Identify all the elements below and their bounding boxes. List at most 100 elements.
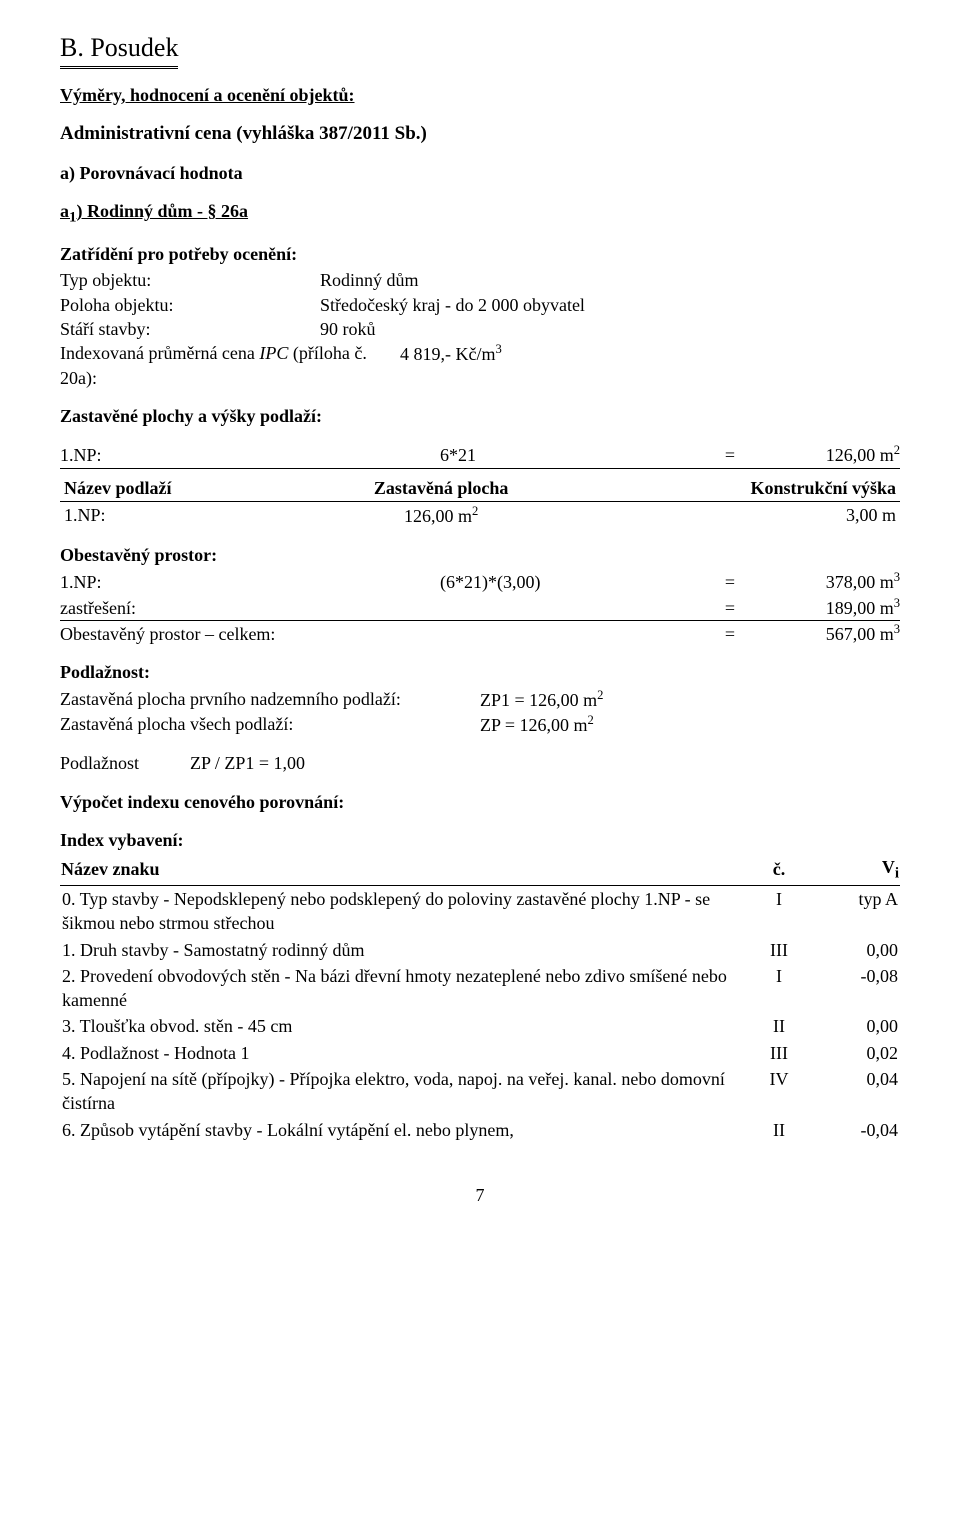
subheading-admin-cena: Administrativní cena (vyhláška 387/2011 …	[60, 121, 900, 147]
typ-value: Rodinný dům	[320, 268, 419, 292]
index-col3: typ A	[816, 885, 900, 936]
index-col2: IV	[742, 1066, 816, 1117]
ipc-value-num: 4 819,- Kč/m	[400, 344, 495, 364]
konstrukce-c2-val: 126,00 m	[404, 506, 472, 526]
index-col2: I	[742, 963, 816, 1014]
index-h3-v: V	[882, 857, 895, 877]
index-col2: II	[742, 1117, 816, 1143]
page-number: 7	[60, 1183, 900, 1207]
podl-ratio-val: ZP / ZP1 = 1,00	[190, 751, 305, 775]
index-col3: 0,02	[816, 1040, 900, 1066]
obest-left: zastřešení:	[60, 596, 440, 620]
typ-label: Typ objektu:	[60, 268, 320, 292]
konstrukce-header-row: Název podlaží Zastavěná plocha Konstrukč…	[60, 475, 900, 502]
index-col3: -0,04	[816, 1117, 900, 1143]
index-col3: 0,04	[816, 1066, 900, 1117]
obest-mid: (6*21)*(3,00)	[440, 570, 700, 594]
index-name: 0. Typ stavby - Nepodsklepený nebo podsk…	[60, 885, 742, 936]
a1-rest: ) Rodinný dům - § 26a	[77, 201, 249, 221]
subheading-rodinny-dum: a1) Rodinný dům - § 26a	[60, 199, 900, 228]
podl-label: Zastavěná plocha všech podlaží:	[60, 712, 480, 737]
zast-mid: 6*21	[440, 443, 700, 467]
index-row: 0. Typ stavby - Nepodsklepený nebo podsk…	[60, 885, 900, 936]
index-row: 3. Tloušťka obvod. stěn - 45 cmII0,00	[60, 1013, 900, 1039]
index-row: 1. Druh stavby - Samostatný rodinný důmI…	[60, 937, 900, 963]
obest-right: 567,00 m3	[760, 621, 900, 646]
konstrukce-c2: 126,00 m2	[296, 501, 587, 529]
zatrideni-block: Typ objektu: Rodinný dům Poloha objektu:…	[60, 268, 900, 389]
obest-rows: 1.NP:(6*21)*(3,00)=378,00 m3zastřešení: =…	[60, 569, 900, 646]
row-typ: Typ objektu: Rodinný dům	[60, 268, 900, 292]
index-h3: Vi	[816, 854, 900, 885]
index-col3: 0,00	[816, 937, 900, 963]
index-h3-sub: i	[895, 866, 899, 882]
konstrukce-h1: Název podlaží	[60, 475, 296, 502]
podl-label: Zastavěná plocha prvního nadzemního podl…	[60, 687, 480, 712]
konstrukce-table: Název podlaží Zastavěná plocha Konstrukč…	[60, 475, 900, 530]
index-name: 3. Tloušťka obvod. stěn - 45 cm	[60, 1013, 742, 1039]
index-col2: I	[742, 885, 816, 936]
zast-right-sup: 2	[894, 443, 900, 457]
a1-sub: 1	[69, 210, 77, 226]
zast-eq: =	[700, 443, 760, 467]
obest-left: Obestavěný prostor – celkem:	[60, 622, 440, 646]
index-h1: Název znaku	[60, 854, 742, 885]
podl-val: ZP1 = 126,00 m2	[480, 687, 603, 712]
subheading-porovnavaci: a) Porovnávací hodnota	[60, 161, 900, 185]
row-stari: Stáří stavby: 90 roků	[60, 317, 900, 341]
obest-title: Obestavěný prostor:	[60, 543, 900, 567]
podl-ratio-label: Podlažnost	[60, 751, 190, 775]
poloha-label: Poloha objektu:	[60, 293, 320, 317]
index-name: 6. Způsob vytápění stavby - Lokální vytá…	[60, 1117, 742, 1143]
index-row: 5. Napojení na sítě (přípojky) - Přípojk…	[60, 1066, 900, 1117]
index-col3: 0,00	[816, 1013, 900, 1039]
podl-row: Zastavěná plocha všech podlaží:ZP = 126,…	[60, 712, 900, 737]
zatrideni-title: Zatřídění pro potřeby ocenění:	[60, 242, 900, 266]
obest-right: 189,00 m3	[760, 595, 900, 620]
konstrukce-c3: 3,00 m	[587, 501, 900, 529]
obest-row: zastřešení: =189,00 m3	[60, 595, 900, 621]
index-vyb-title: Index vybavení:	[60, 828, 900, 852]
zast-right: 126,00 m2	[760, 442, 900, 467]
subheading-vymery: Výměry, hodnocení a ocenění objektů:	[60, 83, 900, 107]
index-name: 2. Provedení obvodových stěn - Na bázi d…	[60, 963, 742, 1014]
poloha-value: Středočeský kraj - do 2 000 obyvatel	[320, 293, 585, 317]
ipc-sup: 3	[495, 342, 501, 356]
obest-eq: =	[700, 622, 760, 646]
a1-label: a	[60, 201, 69, 221]
index-name: 1. Druh stavby - Samostatný rodinný dům	[60, 937, 742, 963]
index-table: Název znaku č. Vi 0. Typ stavby - Nepods…	[60, 854, 900, 1143]
konstrukce-h2: Zastavěná plocha	[296, 475, 587, 502]
konstrukce-c1: 1.NP:	[60, 501, 296, 529]
ipc-value: 4 819,- Kč/m3	[400, 341, 502, 390]
obest-eq: =	[700, 596, 760, 620]
zast-calc-row: 1.NP: 6*21 = 126,00 m2	[60, 442, 900, 468]
podlaznost-title: Podlažnost:	[60, 660, 900, 684]
stari-label: Stáří stavby:	[60, 317, 320, 341]
index-name: 4. Podlažnost - Hodnota 1	[60, 1040, 742, 1066]
konstrukce-row: 1.NP: 126,00 m2 3,00 m	[60, 501, 900, 529]
index-row: 4. Podlažnost - Hodnota 1III0,02	[60, 1040, 900, 1066]
konstrukce-h3: Konstrukční výška	[587, 475, 900, 502]
ipc-label-pre: Indexovaná průměrná cena	[60, 343, 259, 363]
obest-left: 1.NP:	[60, 570, 440, 594]
index-header-row: Název znaku č. Vi	[60, 854, 900, 885]
index-col2: III	[742, 937, 816, 963]
row-poloha: Poloha objektu: Středočeský kraj - do 2 …	[60, 293, 900, 317]
zast-left: 1.NP:	[60, 443, 440, 467]
ipc-label: Indexovaná průměrná cena IPC (příloha č.…	[60, 341, 400, 390]
podl-val: ZP = 126,00 m2	[480, 712, 594, 737]
index-name: 5. Napojení na sítě (přípojky) - Přípojk…	[60, 1066, 742, 1117]
obest-row: Obestavěný prostor – celkem: =567,00 m3	[60, 621, 900, 646]
podl-row: Zastavěná plocha prvního nadzemního podl…	[60, 687, 900, 712]
index-h2: č.	[742, 854, 816, 885]
index-row: 6. Způsob vytápění stavby - Lokální vytá…	[60, 1117, 900, 1143]
podl-ratio: Podlažnost ZP / ZP1 = 1,00	[60, 751, 900, 775]
stari-value: 90 roků	[320, 317, 376, 341]
section-heading: B. Posudek	[60, 30, 178, 69]
obest-row: 1.NP:(6*21)*(3,00)=378,00 m3	[60, 569, 900, 594]
ipc-label-em: IPC	[259, 343, 288, 363]
zast-right-val: 126,00 m	[826, 445, 894, 465]
index-col3: -0,08	[816, 963, 900, 1014]
zastavene-title: Zastavěné plochy a výšky podlaží:	[60, 404, 900, 428]
